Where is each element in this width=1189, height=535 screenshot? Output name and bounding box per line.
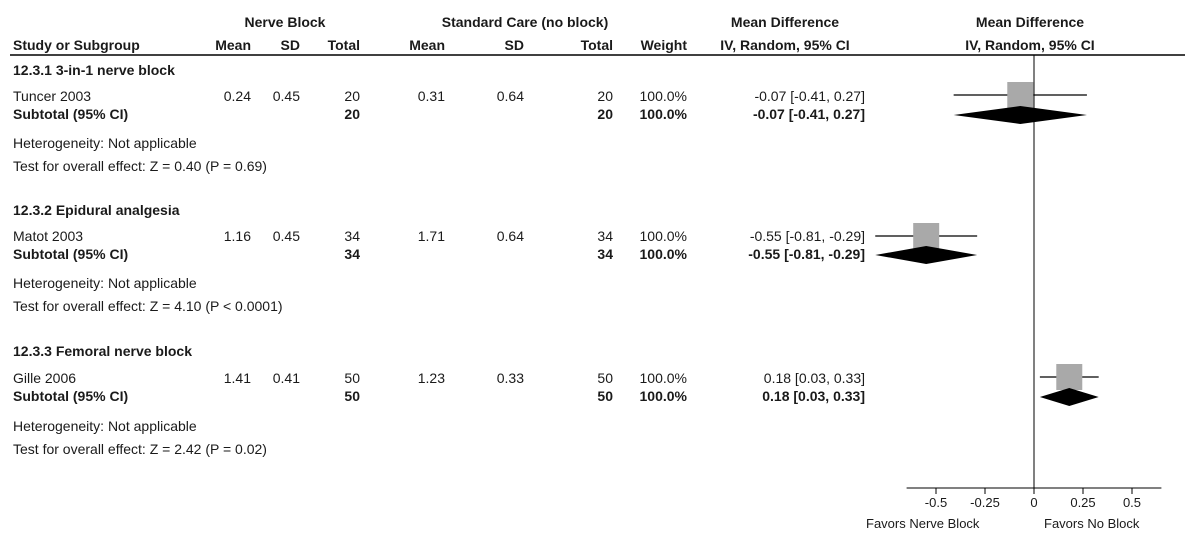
col-md: IV, Random, 95% CI xyxy=(720,37,850,53)
total1: 50 xyxy=(344,370,360,386)
study-name: Tuncer 2003 xyxy=(13,88,92,104)
sd1: 0.41 xyxy=(272,370,300,386)
subtotal-total2: 20 xyxy=(597,106,613,122)
x-tick-label: -0.5 xyxy=(925,495,947,510)
overall-effect: Test for overall effect: Z = 4.10 (P < 0… xyxy=(13,298,283,314)
mean2: 1.71 xyxy=(417,228,445,244)
subtotal-total2: 50 xyxy=(597,388,613,404)
subtotal-weight: 100.0% xyxy=(639,246,687,262)
subtotal-diamond xyxy=(1039,388,1099,406)
subgroup-title: 12.3.2 Epidural analgesia xyxy=(13,202,180,218)
mean1: 0.24 xyxy=(223,88,251,104)
study-name: Matot 2003 xyxy=(13,228,84,244)
subtotal-label: Subtotal (95% CI) xyxy=(13,246,129,262)
mean2: 0.31 xyxy=(417,88,445,104)
overall-effect: Test for overall effect: Z = 0.40 (P = 0… xyxy=(13,158,267,174)
x-tick-label: 0.25 xyxy=(1070,495,1095,510)
subtotal-ci: -0.07 [-0.41, 0.27] xyxy=(752,106,865,122)
study-square xyxy=(1007,82,1034,108)
col-sd1: SD xyxy=(280,37,300,53)
favors-right-label: Favors No Block xyxy=(1044,516,1140,531)
x-tick-label: 0.5 xyxy=(1123,495,1141,510)
col-mean2: Mean xyxy=(409,37,445,53)
study-name: Gille 2006 xyxy=(13,370,77,386)
mean2: 1.23 xyxy=(417,370,445,386)
favors-left-label: Favors Nerve Block xyxy=(866,516,980,531)
sd1: 0.45 xyxy=(272,88,300,104)
subtotal-ci: -0.55 [-0.81, -0.29] xyxy=(748,246,865,262)
col-total1: Total xyxy=(327,37,360,53)
weight: 100.0% xyxy=(639,88,687,104)
subtotal-ci: 0.18 [0.03, 0.33] xyxy=(762,388,865,404)
md-plot-header: Mean Difference xyxy=(975,14,1085,30)
weight: 100.0% xyxy=(639,370,687,386)
subtotal-label: Subtotal (95% CI) xyxy=(13,388,129,404)
sd2: 0.64 xyxy=(496,88,524,104)
subtotal-total1: 50 xyxy=(344,388,360,404)
group2-header: Standard Care (no block) xyxy=(441,14,609,30)
sd2: 0.33 xyxy=(496,370,524,386)
study-square xyxy=(1056,364,1083,390)
group1-header: Nerve Block xyxy=(244,14,326,30)
md-ci: -0.07 [-0.41, 0.27] xyxy=(754,88,865,104)
total1: 20 xyxy=(344,88,360,104)
total2: 50 xyxy=(597,370,613,386)
subtotal-total1: 34 xyxy=(344,246,360,262)
col-study: Study or Subgroup xyxy=(13,37,140,53)
subtotal-weight: 100.0% xyxy=(639,106,687,122)
overall-effect: Test for overall effect: Z = 2.42 (P = 0… xyxy=(13,441,267,457)
col-mean1: Mean xyxy=(215,37,251,53)
study-square xyxy=(913,223,940,249)
col-md-plot: IV, Random, 95% CI xyxy=(965,37,1095,53)
heterogeneity: Heterogeneity: Not applicable xyxy=(13,135,197,151)
subtotal-diamond xyxy=(875,246,978,264)
subgroup-title: 12.3.3 Femoral nerve block xyxy=(13,343,192,359)
heterogeneity: Heterogeneity: Not applicable xyxy=(13,418,197,434)
subtotal-total1: 20 xyxy=(344,106,360,122)
heterogeneity: Heterogeneity: Not applicable xyxy=(13,275,197,291)
weight: 100.0% xyxy=(639,228,687,244)
col-sd2: SD xyxy=(504,37,524,53)
sd1: 0.45 xyxy=(272,228,300,244)
md-header: Mean Difference xyxy=(730,14,840,30)
subtotal-label: Subtotal (95% CI) xyxy=(13,106,129,122)
total2: 20 xyxy=(597,88,613,104)
mean1: 1.41 xyxy=(223,370,251,386)
subtotal-weight: 100.0% xyxy=(639,388,687,404)
total1: 34 xyxy=(344,228,360,244)
md-ci: -0.55 [-0.81, -0.29] xyxy=(749,228,865,244)
x-tick-label: 0 xyxy=(1030,495,1037,510)
subtotal-diamond xyxy=(953,106,1087,124)
col-weight: Weight xyxy=(640,37,687,53)
md-ci: 0.18 [0.03, 0.33] xyxy=(763,370,865,386)
subtotal-total2: 34 xyxy=(597,246,613,262)
sd2: 0.64 xyxy=(496,228,524,244)
mean1: 1.16 xyxy=(223,228,251,244)
x-tick-label: -0.25 xyxy=(970,495,1000,510)
col-total2: Total xyxy=(580,37,613,53)
total2: 34 xyxy=(597,228,613,244)
subgroup-title: 12.3.1 3-in-1 nerve block xyxy=(13,62,175,78)
